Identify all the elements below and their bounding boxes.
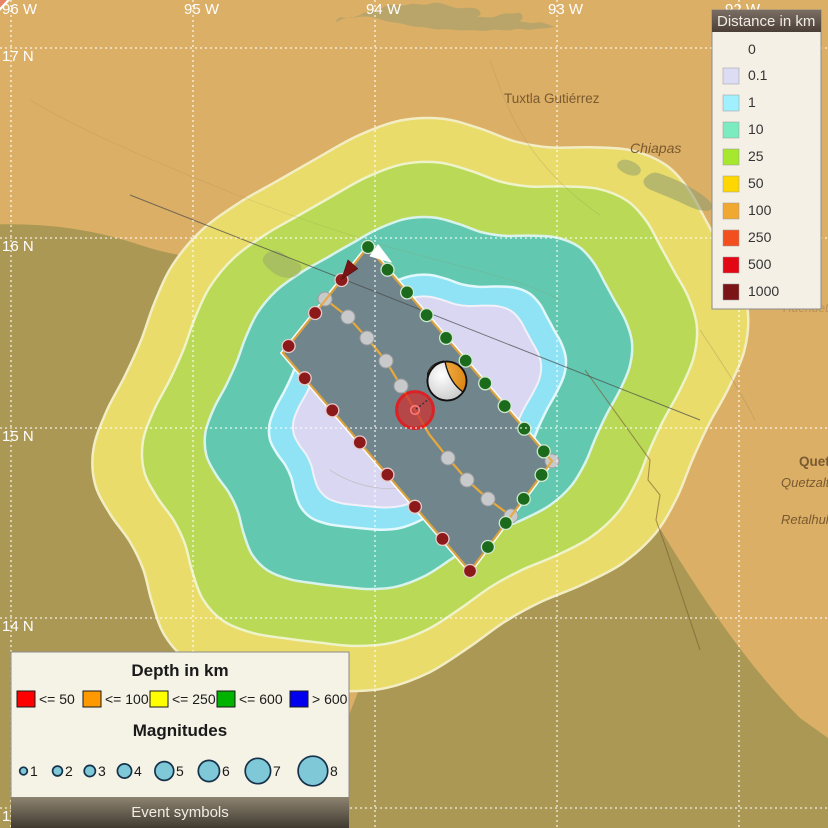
- svg-text:94 W: 94 W: [366, 1, 402, 18]
- svg-text:1000: 1000: [748, 283, 779, 299]
- svg-text:1: 1: [748, 94, 756, 110]
- svg-text:Chiapas: Chiapas: [630, 140, 681, 156]
- svg-text:5: 5: [176, 763, 184, 779]
- svg-text:<= 600: <= 600: [239, 691, 283, 707]
- svg-text:96 W: 96 W: [2, 1, 38, 18]
- svg-text:7: 7: [273, 763, 281, 779]
- svg-text:100: 100: [748, 202, 772, 218]
- svg-text:Retalhuleu: Retalhuleu: [781, 512, 828, 527]
- svg-text:Quetzal: Quetzal: [799, 454, 828, 469]
- svg-text:93 W: 93 W: [548, 1, 584, 18]
- svg-text:Distance in km: Distance in km: [717, 13, 815, 30]
- svg-text:16 N: 16 N: [2, 238, 34, 255]
- svg-text:50: 50: [748, 175, 764, 191]
- svg-text:6: 6: [222, 763, 230, 779]
- svg-text:<= 100: <= 100: [105, 691, 149, 707]
- svg-text:Magnitudes: Magnitudes: [133, 721, 227, 740]
- svg-text:4: 4: [134, 763, 142, 779]
- svg-text:Event symbols: Event symbols: [131, 804, 229, 821]
- svg-text:500: 500: [748, 256, 772, 272]
- svg-text:Depth in km: Depth in km: [131, 661, 228, 680]
- svg-text:0: 0: [748, 41, 756, 57]
- svg-text:0.1: 0.1: [748, 67, 768, 83]
- svg-text:Quetzaltena: Quetzaltena: [781, 475, 828, 490]
- svg-text:3: 3: [98, 763, 106, 779]
- svg-text:95 W: 95 W: [184, 1, 220, 18]
- svg-text:17 N: 17 N: [2, 48, 34, 65]
- svg-text:<= 50: <= 50: [39, 691, 75, 707]
- svg-text:<= 250: <= 250: [172, 691, 216, 707]
- svg-text:8: 8: [330, 763, 338, 779]
- svg-text:2: 2: [65, 763, 73, 779]
- svg-text:14 N: 14 N: [2, 618, 34, 635]
- svg-text:250: 250: [748, 229, 772, 245]
- svg-text:1: 1: [30, 763, 38, 779]
- svg-text:10: 10: [748, 121, 764, 137]
- svg-text:Tuxtla Gutiérrez: Tuxtla Gutiérrez: [504, 91, 600, 106]
- svg-text:> 600: > 600: [312, 691, 348, 707]
- svg-text:15 N: 15 N: [2, 428, 34, 445]
- svg-text:25: 25: [748, 148, 764, 164]
